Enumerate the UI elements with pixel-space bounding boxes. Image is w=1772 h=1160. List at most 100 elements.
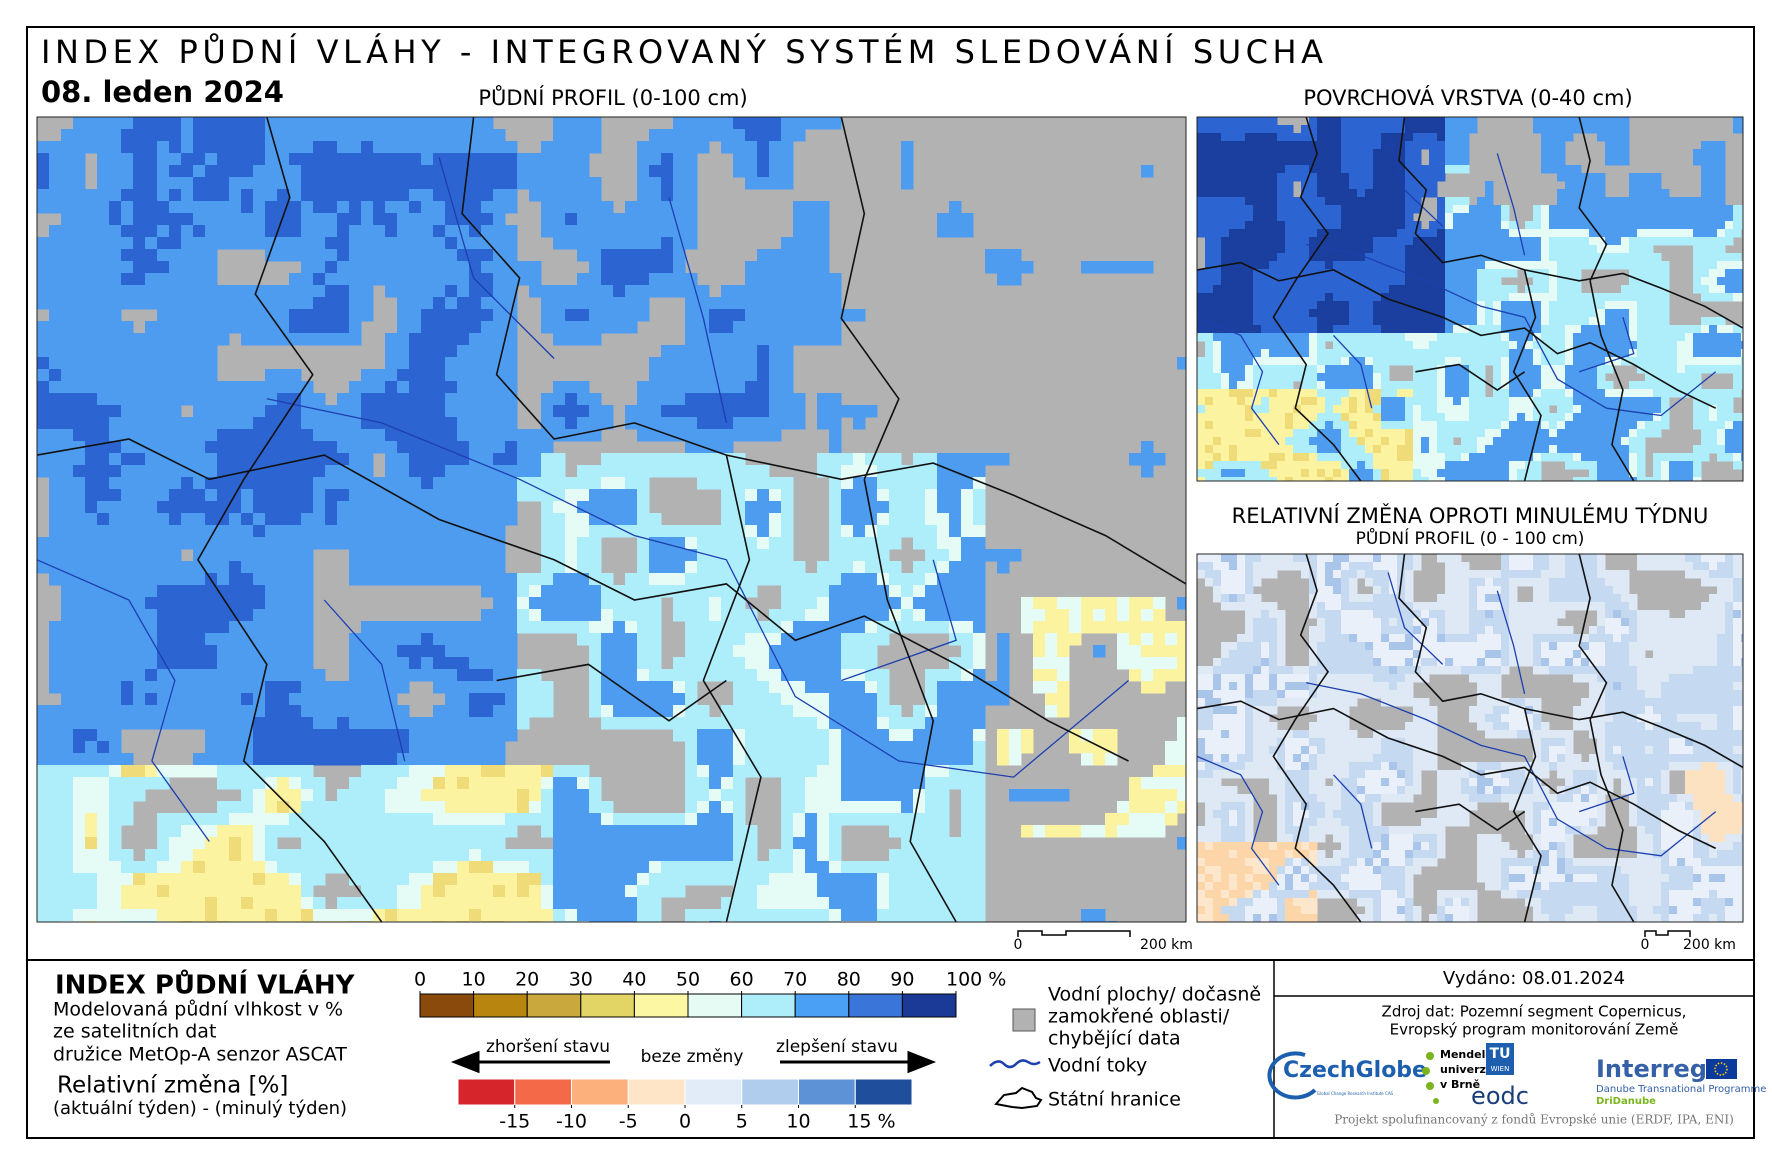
raster-cell (1493, 205, 1502, 214)
raster-cell (109, 633, 122, 646)
raster-cell (1333, 205, 1342, 214)
raster-cell (349, 333, 362, 346)
raster-cell (145, 189, 158, 202)
raster-cell (853, 885, 866, 898)
raster-cell (49, 417, 62, 430)
raster-cell (1009, 249, 1022, 262)
raster-cell (1621, 149, 1630, 158)
raster-cell (277, 477, 290, 490)
raster-cell (1333, 165, 1342, 174)
raster-cell (421, 909, 434, 922)
raster-cell (109, 441, 122, 454)
raster-cell (589, 693, 602, 706)
raster-cell (325, 405, 338, 418)
raster-cell (745, 417, 758, 430)
raster-cell (409, 141, 422, 154)
raster-cell (445, 357, 458, 370)
raster-cell (313, 777, 326, 790)
raster-cell (493, 813, 506, 826)
raster-cell (541, 285, 554, 298)
raster-cell (1129, 777, 1142, 790)
raster-cell (589, 477, 602, 490)
raster-cell (757, 477, 770, 490)
raster-cell (457, 861, 470, 874)
raster-cell (805, 789, 818, 802)
raster-cell (625, 237, 638, 250)
raster-cell (193, 321, 206, 334)
raster-cell (793, 213, 806, 226)
raster-cell (421, 633, 434, 646)
raster-cell (769, 897, 782, 910)
raster-cell (373, 705, 386, 718)
raster-cell (61, 573, 74, 586)
raster-cell (97, 597, 110, 610)
raster-cell (985, 453, 998, 466)
raster-cell (637, 837, 650, 850)
raster-cell (265, 813, 278, 826)
raster-cell (157, 261, 170, 274)
raster-cell (553, 801, 566, 814)
raster-cell (109, 753, 122, 766)
raster-cell (277, 441, 290, 454)
raster-cell (913, 741, 926, 754)
raster-cell (121, 141, 134, 154)
raster-cell (37, 537, 50, 550)
raster-cell (493, 453, 506, 466)
raster-cell (397, 369, 410, 382)
raster-cell (481, 153, 494, 166)
raster-cell (157, 621, 170, 634)
raster-cell (313, 249, 326, 262)
raster-cell (1389, 189, 1398, 198)
raster-cell (181, 897, 194, 910)
raster-cell (445, 861, 458, 874)
raster-cell (73, 825, 86, 838)
raster-cell (481, 189, 494, 202)
raster-cell (457, 873, 470, 886)
raster-cell (685, 117, 698, 130)
raster-cell (1309, 117, 1318, 126)
raster-cell (541, 153, 554, 166)
raster-cell (97, 669, 110, 682)
raster-cell (865, 669, 878, 682)
raster-cell (121, 429, 134, 442)
raster-cell (973, 801, 986, 814)
raster-cell (469, 489, 482, 502)
raster-cell (781, 153, 794, 166)
raster-cell (1421, 173, 1430, 182)
raster-cell (121, 765, 134, 778)
raster-cell (805, 825, 818, 838)
raster-cell (469, 849, 482, 862)
raster-cell (877, 609, 890, 622)
raster-cell (505, 453, 518, 466)
raster-cell (85, 777, 98, 790)
raster-cell (481, 117, 494, 130)
raster-cell (265, 741, 278, 754)
raster-cell (805, 801, 818, 814)
raster-cell (229, 645, 242, 658)
raster-cell (37, 549, 50, 562)
raster-cell (553, 897, 566, 910)
raster-cell (133, 453, 146, 466)
raster-cell (625, 681, 638, 694)
raster-cell (145, 609, 158, 622)
raster-cell (1565, 133, 1574, 142)
raster-cell (1397, 165, 1406, 174)
raster-cell (217, 465, 230, 478)
raster-cell (505, 441, 518, 454)
raster-cell (577, 285, 590, 298)
raster-cell (637, 501, 650, 514)
raster-cell (1213, 133, 1222, 142)
raster-cell (613, 717, 626, 730)
raster-cell (517, 897, 530, 910)
raster-cell (457, 381, 470, 394)
raster-cell (1165, 789, 1178, 802)
raster-cell (301, 393, 314, 406)
raster-cell (733, 465, 746, 478)
raster-cell (1285, 173, 1294, 182)
raster-cell (109, 309, 122, 322)
raster-cell (553, 477, 566, 490)
raster-cell (85, 513, 98, 526)
raster-cell (757, 357, 770, 370)
raster-cell (409, 489, 422, 502)
raster-cell (865, 693, 878, 706)
